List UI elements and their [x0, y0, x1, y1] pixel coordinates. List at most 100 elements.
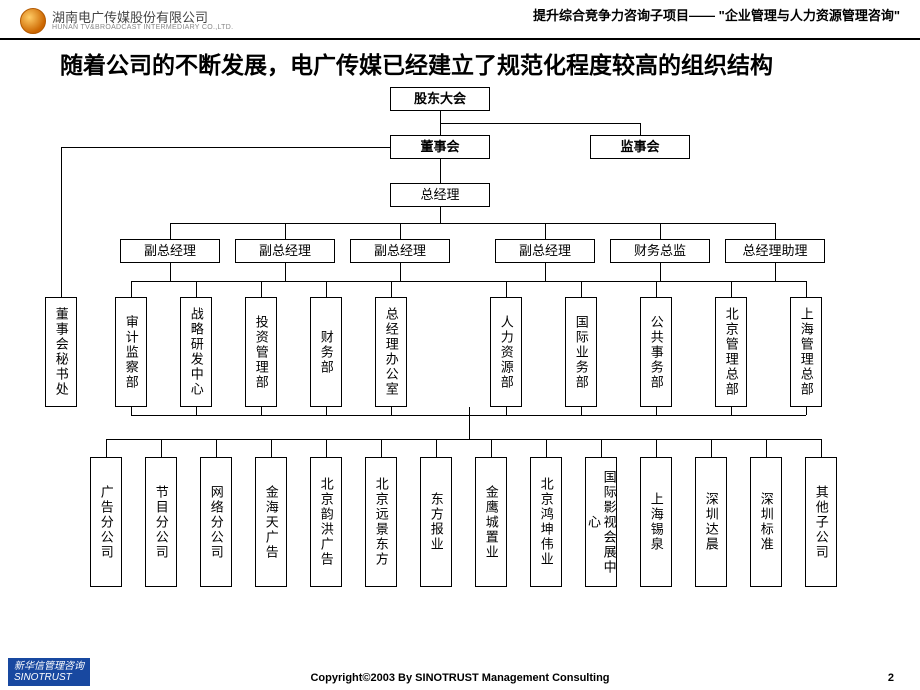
- connector-line: [216, 439, 217, 457]
- connector-line: [326, 407, 327, 415]
- connector-line: [440, 207, 441, 223]
- node-vp-0: 副总经理: [120, 239, 220, 263]
- connector-line: [491, 439, 492, 457]
- connector-line: [731, 407, 732, 415]
- connector-line: [711, 439, 712, 457]
- connector-line: [656, 439, 657, 457]
- connector-line: [731, 281, 732, 297]
- node-vp-3: 副总经理: [495, 239, 595, 263]
- node-sub-0: 广告分公司: [90, 457, 122, 587]
- node-sub-12: 深圳标准: [750, 457, 782, 587]
- connector-line: [131, 407, 132, 415]
- node-dept-1: 战略研发中心: [180, 297, 212, 407]
- slide-header: 湖南电广传媒股份有限公司 HUNAN TV&BROADCAST INTERMED…: [0, 0, 920, 40]
- node-sub-10: 上海锡泉: [640, 457, 672, 587]
- node-sub-3: 金海天广告: [255, 457, 287, 587]
- connector-line: [660, 223, 661, 239]
- connector-line: [381, 439, 382, 457]
- node-dept-5: 人力资源部: [490, 297, 522, 407]
- node-board: 董事会: [390, 135, 490, 159]
- node-sub-9: 国际影视会展中心: [585, 457, 617, 587]
- node-dept-6: 国际业务部: [565, 297, 597, 407]
- company-name-en: HUNAN TV&BROADCAST INTERMEDIARY CO.,LTD.: [52, 24, 233, 31]
- node-secretary: 董事会秘书处: [45, 297, 77, 407]
- connector-line: [131, 281, 132, 297]
- connector-line: [196, 407, 197, 415]
- sinotrust-cn: 新华信管理咨询: [14, 661, 84, 672]
- connector-line: [285, 223, 286, 239]
- page-number: 2: [888, 672, 894, 684]
- header-right: 提升综合竞争力咨询子项目—— "企业管理与人力资源管理咨询": [533, 8, 900, 25]
- connector-line: [391, 281, 392, 297]
- connector-line: [106, 439, 821, 440]
- connector-line: [506, 281, 507, 297]
- node-dept-7: 公共事务部: [640, 297, 672, 407]
- connector-line: [326, 281, 327, 297]
- connector-line: [261, 407, 262, 415]
- connector-line: [601, 439, 602, 457]
- connector-line: [775, 223, 776, 239]
- node-vp-4: 财务总监: [610, 239, 710, 263]
- node-dept-0: 审计监察部: [115, 297, 147, 407]
- node-sub-6: 东方报业: [420, 457, 452, 587]
- connector-line: [766, 439, 767, 457]
- node-sub-11: 深圳达晨: [695, 457, 727, 587]
- connector-line: [326, 439, 327, 457]
- page-title: 随着公司的不断发展，电广传媒已经建立了规范化程度较高的组织结构: [0, 40, 920, 87]
- connector-line: [196, 281, 197, 297]
- node-supervisors: 监事会: [590, 135, 690, 159]
- node-sub-7: 金鹰城置业: [475, 457, 507, 587]
- node-vp-2: 副总经理: [350, 239, 450, 263]
- connector-line: [775, 263, 776, 281]
- connector-line: [469, 415, 470, 439]
- connector-line: [271, 439, 272, 457]
- connector-line: [400, 223, 401, 239]
- connector-line: [506, 407, 507, 415]
- connector-line: [131, 281, 806, 282]
- node-sub-8: 北京鸿坤伟业: [530, 457, 562, 587]
- company-name: 湖南电广传媒股份有限公司 HUNAN TV&BROADCAST INTERMED…: [52, 11, 233, 31]
- node-sub-1: 节目分公司: [145, 457, 177, 587]
- connector-line: [440, 159, 441, 183]
- node-sub-2: 网络分公司: [200, 457, 232, 587]
- connector-line: [436, 439, 437, 457]
- connector-line: [806, 281, 807, 297]
- connector-line: [656, 281, 657, 297]
- connector-line: [61, 147, 62, 297]
- connector-line: [581, 407, 582, 415]
- connector-line: [161, 439, 162, 457]
- company-name-cn: 湖南电广传媒股份有限公司: [52, 11, 233, 24]
- connector-line: [391, 407, 392, 415]
- connector-line: [170, 263, 171, 281]
- connector-line: [656, 407, 657, 415]
- connector-line: [285, 263, 286, 281]
- org-chart: 股东大会董事会监事会总经理副总经理副总经理副总经理副总经理财务总监总经理助理董事…: [20, 87, 900, 607]
- project-name: "企业管理与人力资源管理咨询": [719, 8, 900, 23]
- logo-area: 湖南电广传媒股份有限公司 HUNAN TV&BROADCAST INTERMED…: [20, 8, 233, 34]
- connector-line: [170, 223, 775, 224]
- connector-line: [400, 263, 401, 281]
- connector-line: [440, 123, 640, 124]
- connector-line: [545, 223, 546, 239]
- logo-icon: [20, 8, 46, 34]
- project-label: 提升综合竞争力咨询子项目——: [533, 8, 715, 23]
- connector-line: [106, 439, 107, 457]
- node-sub-4: 北京韵洪广告: [310, 457, 342, 587]
- node-dept-4: 总经理办公室: [375, 297, 407, 407]
- node-dept-2: 投资管理部: [245, 297, 277, 407]
- copyright: Copyright©2003 By SINOTRUST Management C…: [310, 672, 609, 684]
- connector-line: [545, 263, 546, 281]
- node-dept-3: 财务部: [310, 297, 342, 407]
- node-gm: 总经理: [390, 183, 490, 207]
- node-sub-13: 其他子公司: [805, 457, 837, 587]
- node-sub-5: 北京远景东方: [365, 457, 397, 587]
- connector-line: [61, 147, 390, 148]
- connector-line: [821, 439, 822, 457]
- node-vp-5: 总经理助理: [725, 239, 825, 263]
- connector-line: [546, 439, 547, 457]
- footer: Copyright©2003 By SINOTRUST Management C…: [0, 672, 920, 684]
- node-dept-9: 上海管理总部: [790, 297, 822, 407]
- node-shareholders: 股东大会: [390, 87, 490, 111]
- node-dept-8: 北京管理总部: [715, 297, 747, 407]
- connector-line: [660, 263, 661, 281]
